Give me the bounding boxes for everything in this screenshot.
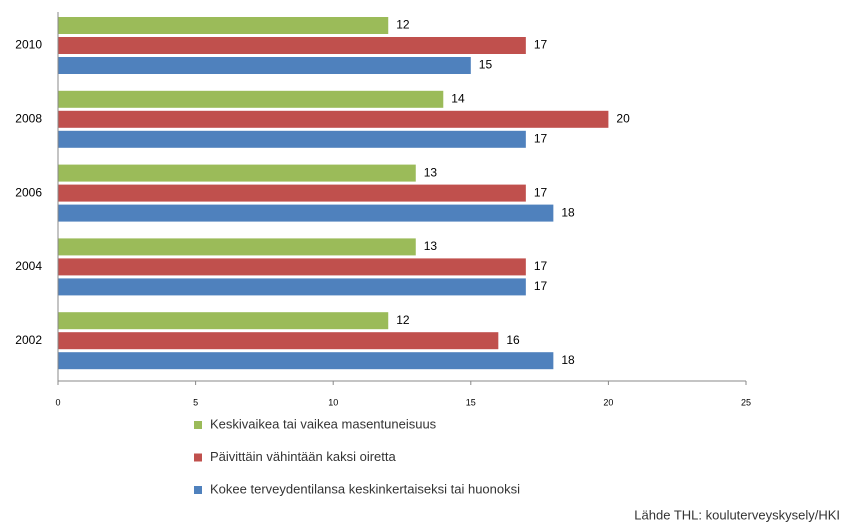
legend-marker: [194, 453, 202, 462]
bar: [58, 17, 389, 34]
bar: [58, 110, 609, 128]
bar: [58, 278, 526, 296]
data-label: 17: [534, 131, 548, 145]
y-tick-label: 2010: [15, 38, 42, 52]
y-tick-label: 2002: [15, 333, 42, 347]
legend-label: Kokee terveydentilansa keskinkertaiseksi…: [210, 481, 520, 496]
data-label: 17: [534, 38, 548, 52]
x-tick-label: 5: [193, 397, 198, 407]
y-tick-label: 2004: [15, 259, 42, 273]
bar: [58, 258, 526, 276]
data-label: 17: [534, 259, 548, 273]
data-label: 12: [396, 18, 410, 32]
bar: [58, 204, 554, 222]
bar: [58, 90, 444, 108]
data-label: 17: [534, 279, 548, 293]
x-tick-label: 10: [328, 397, 338, 407]
y-tick-label: 2008: [15, 111, 42, 125]
data-label: 15: [479, 58, 493, 72]
data-label: 20: [616, 111, 630, 125]
x-tick-label: 15: [466, 397, 476, 407]
legend-label: Keskivaikea tai vaikea masentuneisuus: [210, 416, 437, 431]
x-tick-label: 20: [603, 397, 613, 407]
data-label: 18: [561, 353, 575, 367]
legend-marker: [194, 421, 202, 429]
bar: [58, 184, 526, 202]
bar: [58, 164, 416, 182]
data-label: 13: [424, 239, 438, 253]
bar: [58, 57, 471, 74]
x-tick-label: 25: [741, 397, 751, 407]
legend-label: Päivittäin vähintään kaksi oiretta: [210, 449, 396, 464]
data-label: 16: [506, 333, 520, 347]
data-label: 13: [424, 165, 438, 179]
bar: [58, 352, 554, 370]
y-tick-label: 2006: [15, 185, 42, 199]
data-label: 14: [451, 91, 465, 105]
x-tick-label: 0: [55, 397, 60, 407]
bar: [58, 332, 499, 350]
bar: [58, 312, 389, 330]
bar: [58, 37, 526, 54]
data-label: 17: [534, 185, 548, 199]
data-label: 12: [396, 313, 410, 327]
source: Lähde THL: kouluterveyskysely/HKI: [634, 507, 840, 522]
legend-marker: [194, 486, 202, 494]
data-label: 18: [561, 205, 575, 219]
bar: [58, 238, 416, 256]
bar: [58, 130, 526, 148]
